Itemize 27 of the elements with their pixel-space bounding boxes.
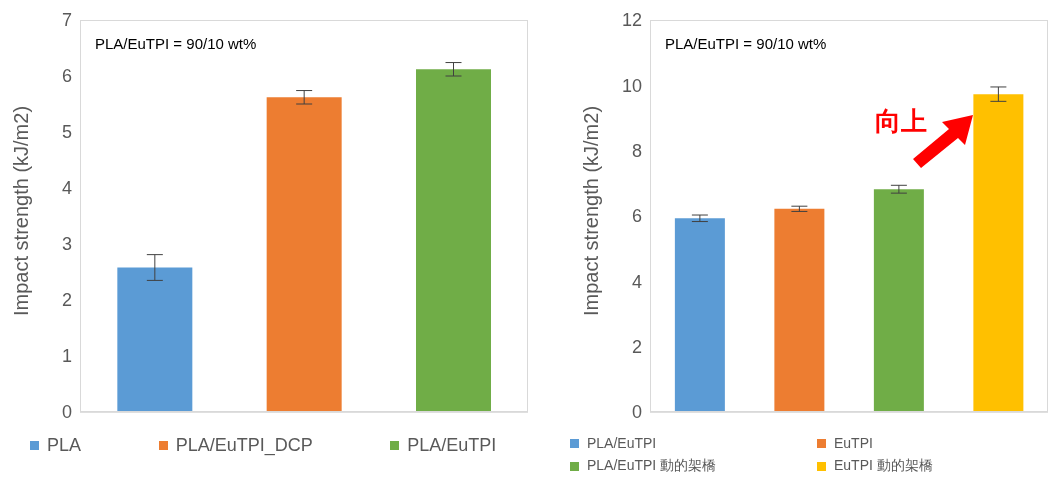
y-axis-title: Impact strength (kJ/m2) (10, 105, 33, 316)
y-tick-label: 2 (61, 290, 72, 311)
legend-label: EuTPI (834, 435, 873, 451)
annotation: PLA/EuTPI = 90/10 wt% (665, 35, 827, 52)
y-tick-label: 4 (631, 271, 642, 292)
legend-label: PLA/EuTPI_DCP (175, 435, 313, 456)
y-tick-label: 4 (61, 178, 72, 199)
y-tick-label: 12 (621, 10, 642, 31)
y-axis-title: Impact strength (kJ/m2) (580, 105, 603, 316)
y-tick-label: 0 (631, 402, 642, 423)
annotation: 向上 (875, 105, 927, 138)
y-tick-label: 5 (61, 122, 72, 143)
annotation: PLA/EuTPI = 90/10 wt% (95, 35, 257, 52)
y-tick-label: 10 (621, 75, 642, 96)
y-tick-label: 7 (61, 10, 72, 31)
y-tick-label: 0 (61, 402, 72, 423)
legend-label: PLA/EuTPI (407, 435, 497, 456)
y-tick-label: 6 (61, 66, 72, 87)
y-tick-label: 2 (631, 337, 642, 358)
y-tick-label: 3 (61, 234, 72, 255)
legend-label: PLA/EuTPI (587, 435, 657, 451)
legend-label: PLA/EuTPI 動的架橋 (587, 457, 717, 475)
y-tick-label: 1 (61, 346, 72, 367)
y-tick-label: 8 (631, 141, 642, 162)
y-tick-label: 6 (631, 206, 642, 227)
legend-label: EuTPI 動的架橋 (834, 457, 933, 475)
legend-label: PLA (47, 435, 82, 456)
